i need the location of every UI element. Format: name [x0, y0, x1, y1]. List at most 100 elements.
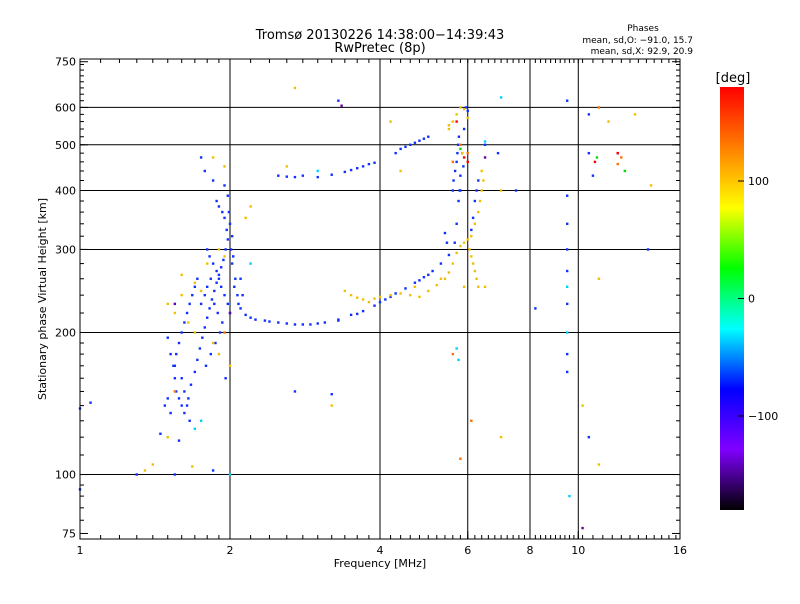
phase-point	[455, 347, 458, 350]
x-mode-point	[459, 244, 462, 248]
o-mode-point	[183, 411, 186, 415]
o-mode-point	[211, 262, 215, 265]
x-mode-point	[193, 331, 197, 334]
o-mode-point	[237, 302, 240, 306]
o-mode-point	[177, 439, 181, 442]
x-mode-point	[399, 292, 402, 295]
o-mode-point	[293, 390, 297, 393]
phase-point	[173, 302, 177, 306]
o-mode-point	[343, 170, 347, 174]
o-mode-point	[201, 336, 204, 339]
o-mode-point	[203, 169, 206, 173]
o-mode-point	[445, 241, 449, 244]
x-mode-point	[451, 120, 455, 123]
x-tick-label: 2	[227, 544, 234, 557]
o-mode-point	[268, 320, 271, 323]
o-mode-point	[514, 189, 518, 192]
x-mode-point	[413, 285, 417, 288]
phase-point	[595, 156, 599, 159]
o-mode-point	[473, 199, 477, 203]
x-mode-point	[199, 289, 203, 293]
o-mode-point	[172, 364, 175, 368]
o-mode-point	[177, 341, 181, 345]
o-mode-point	[89, 401, 92, 404]
o-mode-point	[233, 285, 236, 288]
y-tick-label: 300	[55, 243, 76, 256]
o-mode-point	[451, 189, 455, 192]
o-mode-point	[135, 473, 138, 476]
x-mode-point	[244, 216, 247, 220]
o-mode-point	[205, 316, 209, 319]
phase-point	[459, 457, 462, 460]
x-mode-point	[462, 107, 466, 111]
x-mode-point	[473, 222, 477, 225]
x-mode-point	[499, 435, 503, 439]
o-mode-point	[285, 322, 288, 325]
o-mode-point	[221, 321, 224, 324]
o-mode-point	[191, 293, 194, 297]
colorbar-tick-label: −100	[748, 410, 778, 423]
x-mode-point	[581, 404, 584, 407]
phase-point	[451, 160, 455, 164]
x-mode-point	[482, 179, 485, 182]
x-mode-point	[499, 189, 503, 192]
o-mode-point	[367, 162, 371, 166]
o-mode-point	[205, 248, 209, 251]
x-mode-point	[223, 165, 226, 168]
o-mode-point	[439, 262, 443, 265]
phase-point	[459, 143, 462, 146]
x-mode-point	[470, 255, 473, 258]
x-mode-point	[435, 283, 438, 287]
o-mode-point	[199, 302, 203, 306]
o-mode-point	[185, 311, 189, 315]
o-mode-point	[198, 347, 202, 350]
o-mode-point	[203, 293, 206, 297]
o-mode-point	[241, 293, 244, 297]
o-mode-point	[193, 370, 197, 374]
phase-point	[568, 494, 571, 498]
o-mode-point	[587, 435, 591, 439]
o-mode-point	[443, 231, 447, 235]
colorbar-tick-label: 0	[748, 293, 755, 306]
x-mode-point	[343, 289, 347, 293]
x-mode-point	[349, 293, 353, 297]
phase-point	[499, 96, 503, 99]
o-mode-point	[209, 277, 212, 280]
o-mode-point	[349, 168, 353, 172]
o-mode-point	[565, 302, 569, 306]
stats-line-x: mean, sd,X: 92.9, 20.9	[591, 47, 694, 57]
y-tick-label: 100	[55, 469, 76, 482]
o-mode-point	[565, 99, 569, 102]
o-mode-point	[185, 404, 189, 407]
x-axis-label: Frequency [MHz]	[334, 557, 426, 570]
o-mode-point	[285, 175, 288, 178]
o-mode-point	[180, 404, 183, 407]
o-mode-point	[418, 279, 421, 282]
phase-point	[459, 147, 462, 151]
o-mode-point	[456, 151, 459, 155]
o-mode-point	[587, 151, 591, 155]
x-mode-point	[361, 298, 365, 301]
x-tick-label: 10	[571, 544, 585, 557]
o-mode-point	[459, 174, 462, 177]
o-mode-point	[316, 322, 319, 325]
x-mode-point	[477, 285, 480, 288]
y-tick-label: 600	[55, 101, 76, 114]
o-mode-point	[173, 364, 177, 368]
x-mode-point	[399, 169, 402, 173]
o-mode-point	[496, 151, 500, 155]
o-mode-point	[180, 331, 183, 334]
o-mode-point	[215, 269, 218, 273]
o-mode-point	[477, 179, 480, 182]
x-mode-point	[455, 113, 458, 116]
o-mode-point	[277, 174, 280, 177]
o-mode-point	[205, 285, 209, 288]
o-mode-point	[470, 228, 473, 232]
x-mode-point	[455, 251, 458, 255]
o-mode-point	[389, 295, 392, 299]
o-mode-point	[180, 377, 183, 380]
o-mode-point	[213, 302, 216, 306]
x-mode-point	[205, 262, 209, 265]
o-mode-point	[239, 307, 242, 310]
